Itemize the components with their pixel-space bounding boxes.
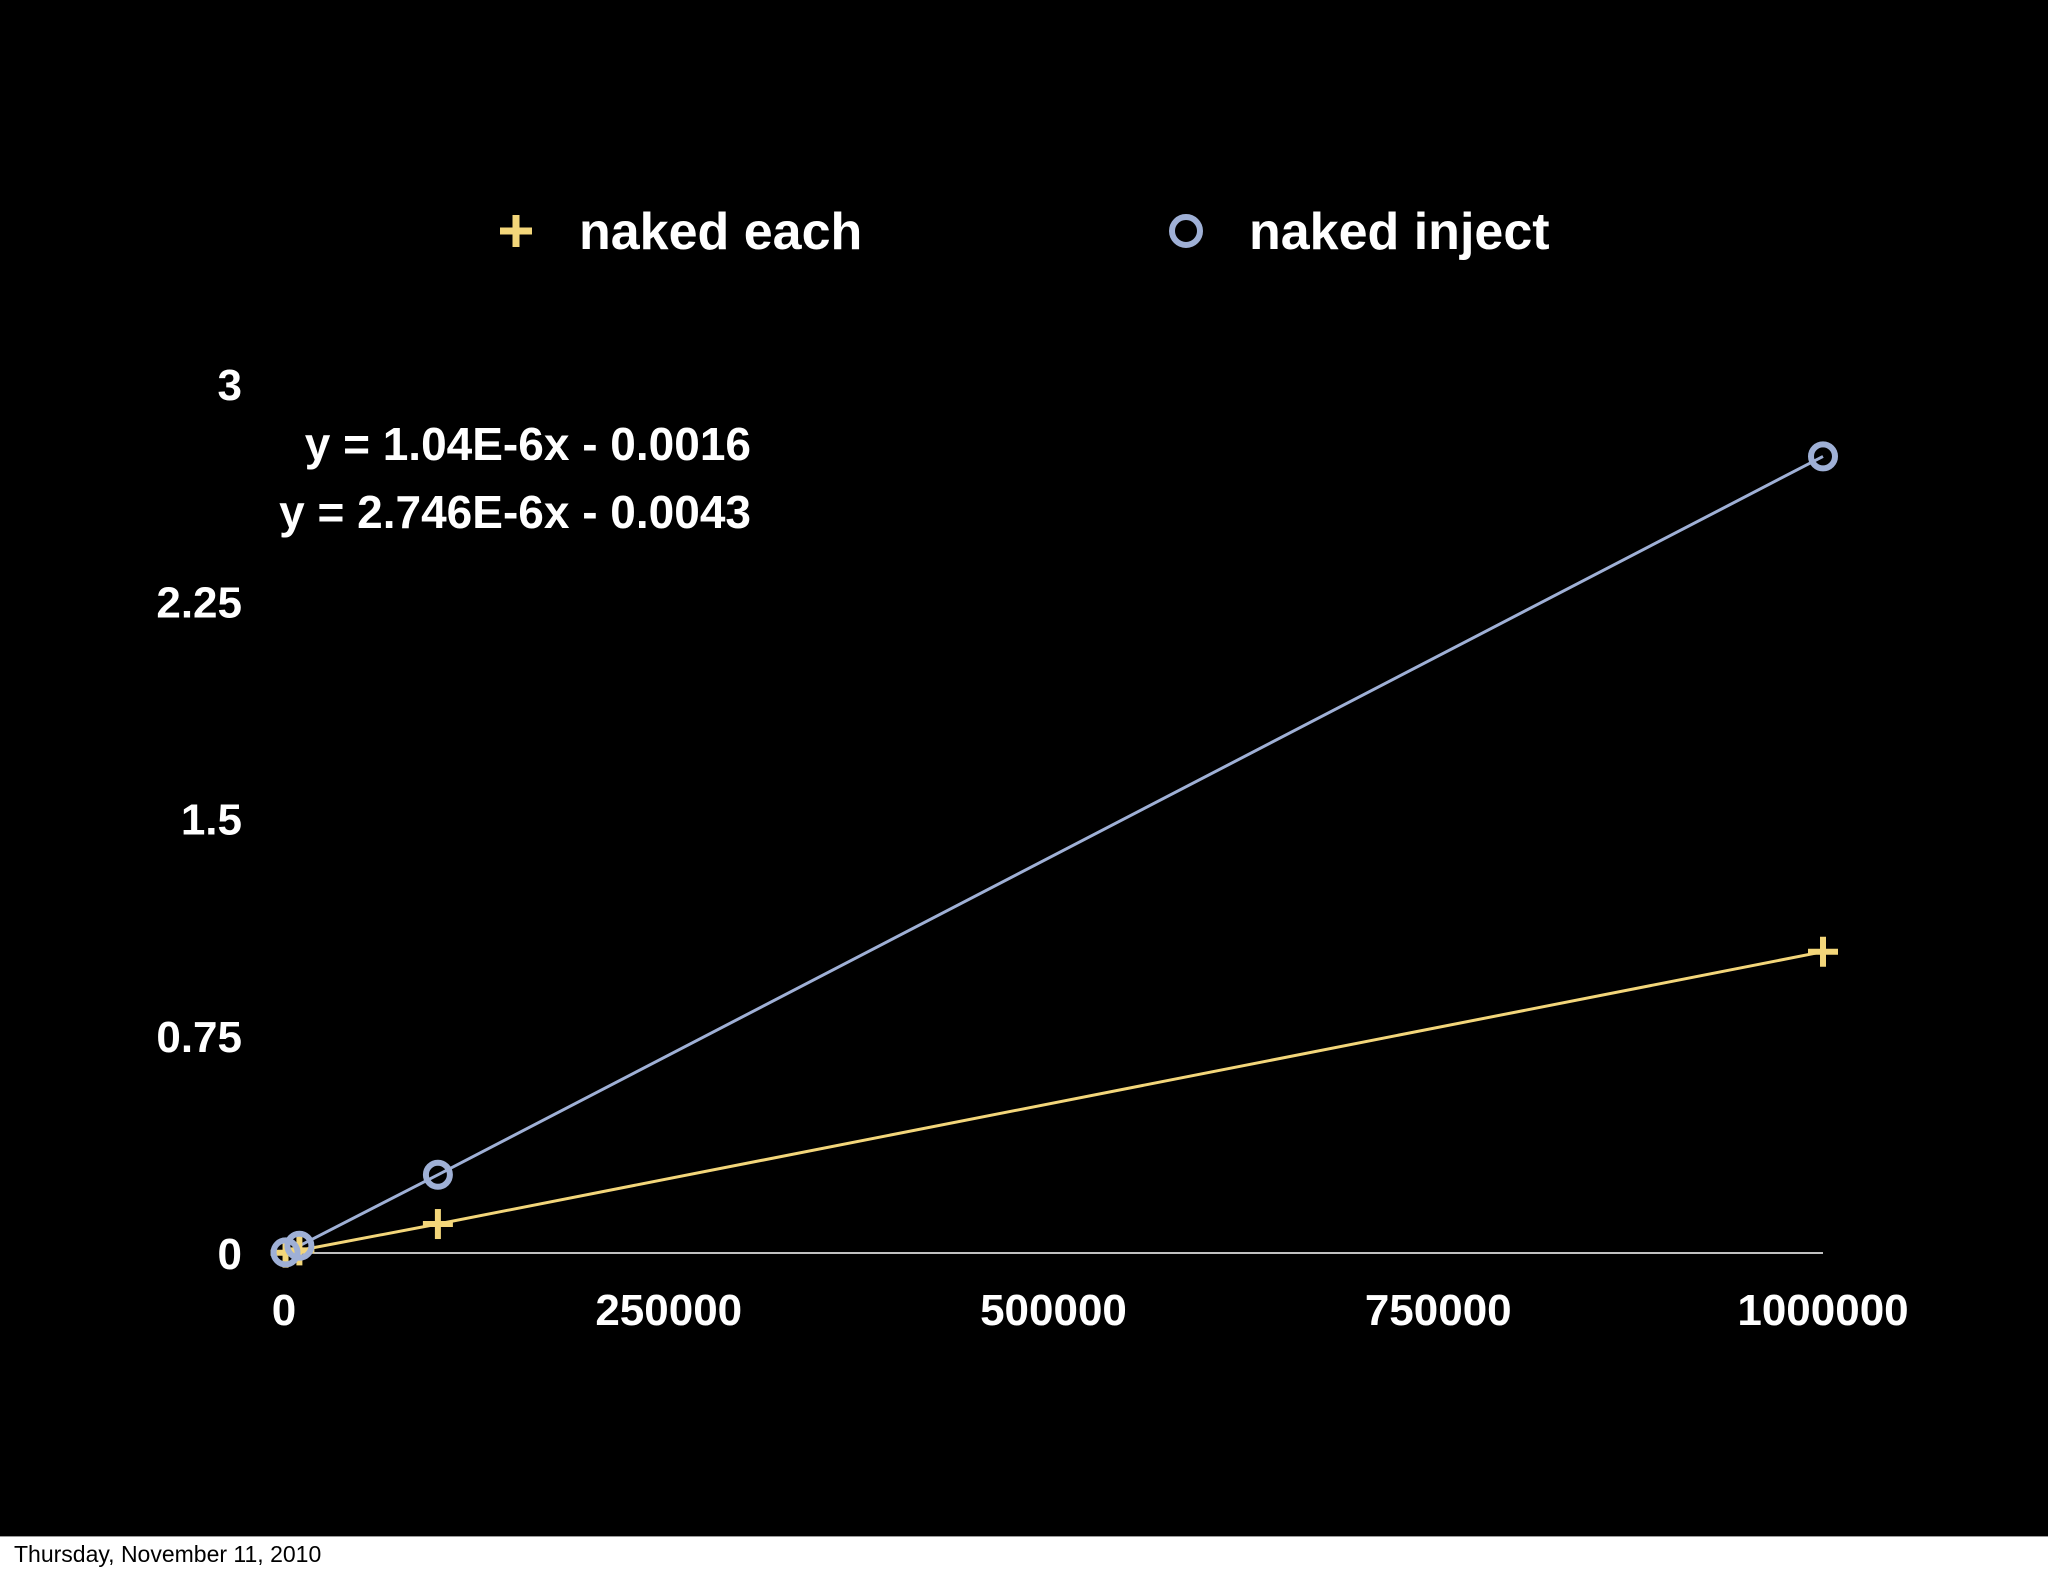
y-tick-label: 1.5 (181, 796, 242, 845)
data-point (422, 1209, 453, 1240)
y-tick-label: 2.25 (156, 578, 242, 627)
data-point (1808, 936, 1838, 967)
legend-label: naked inject (1249, 203, 1550, 261)
x-tick-label: 500000 (980, 1286, 1127, 1335)
legend-label: naked each (579, 203, 862, 261)
data-point (284, 1230, 315, 1261)
trendline-equation: y = 2.746E-6x - 0.0043 (279, 486, 751, 538)
equations-layer: y = 1.04E-6x - 0.0016 y = 2.746E-6x - 0.0… (279, 418, 751, 538)
points-layer (270, 441, 1838, 1268)
ticks-layer: 0 250000 500000 750000 1000000 0 0.75 1.5 2.25 3 (156, 361, 1908, 1335)
x-tick-label: 0 (272, 1286, 296, 1335)
legend: naked each naked inject (500, 203, 1550, 261)
footer-date: Thursday, November 11, 2010 (14, 1541, 322, 1567)
legend-circle-icon (1169, 214, 1203, 248)
y-tick-label: 0.75 (156, 1013, 242, 1062)
series-line (285, 950, 1824, 1255)
data-point (422, 1159, 453, 1190)
slide: 0 250000 500000 750000 1000000 0 0.75 1.5 2.25 3 … (0, 0, 2048, 1537)
series-line (284, 455, 1824, 1254)
trendline-equation: y = 1.04E-6x - 0.0016 (305, 418, 751, 470)
data-point (1808, 441, 1838, 472)
chart: 0 250000 500000 750000 100000000.751.52.253 … (156, 203, 1908, 1335)
y-tick-label: 3 (218, 361, 242, 410)
y-tick-label: 0 (218, 1230, 242, 1279)
trendlines-layer (284, 455, 1824, 1255)
x-tick-label: 750000 (1365, 1286, 1512, 1335)
x-tick-label: 250000 (595, 1286, 742, 1335)
x-tick-label: 1000000 (1737, 1286, 1908, 1335)
